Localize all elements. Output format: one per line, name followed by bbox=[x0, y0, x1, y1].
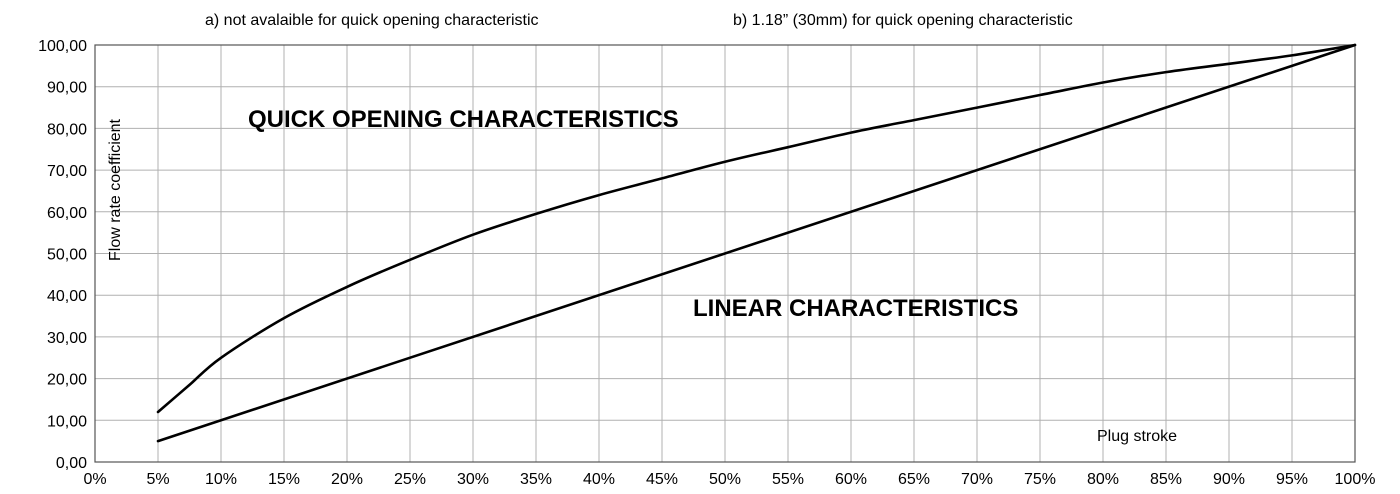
x-tick-label: 55% bbox=[772, 471, 804, 488]
y-axis-label: Flow rate coefficient bbox=[107, 119, 124, 261]
x-tick-label: 70% bbox=[961, 471, 993, 488]
series-label-linear: LINEAR CHARACTERISTICS bbox=[693, 295, 1019, 322]
x-tick-label: 95% bbox=[1276, 471, 1308, 488]
series-lines bbox=[156, 43, 1357, 443]
series-label-quick-opening: QUICK OPENING CHARACTERISTICS bbox=[248, 106, 679, 133]
y-tick-label: 80,00 bbox=[47, 121, 87, 138]
x-tick-label: 90% bbox=[1213, 471, 1245, 488]
x-tick-label: 80% bbox=[1087, 471, 1119, 488]
x-tick-label: 45% bbox=[646, 471, 678, 488]
y-tick-label: 10,00 bbox=[47, 413, 87, 430]
x-tick-label: 75% bbox=[1024, 471, 1056, 488]
x-tick-label: 85% bbox=[1150, 471, 1182, 488]
x-tick-label: 60% bbox=[835, 471, 867, 488]
x-tick-label: 20% bbox=[331, 471, 363, 488]
grid bbox=[95, 45, 1355, 462]
y-tick-label: 50,00 bbox=[47, 247, 87, 264]
plot-frame bbox=[94, 44, 1356, 463]
x-tick-label: 50% bbox=[709, 471, 741, 488]
quick-opening-curve bbox=[156, 43, 1357, 414]
x-tick-label: 35% bbox=[520, 471, 552, 488]
x-axis-label: Plug stroke bbox=[1097, 428, 1178, 445]
y-tick-label: 90,00 bbox=[47, 80, 87, 97]
x-tick-label: 65% bbox=[898, 471, 930, 488]
y-tick-label: 20,00 bbox=[47, 372, 87, 389]
x-tick-label: 25% bbox=[394, 471, 426, 488]
x-tick-label: 40% bbox=[583, 471, 615, 488]
y-tick-labels: 0,00 10,00 20,00 30,00 40,00 50,00 60,00 70,00 8… bbox=[38, 38, 87, 472]
x-tick-label: 0% bbox=[83, 471, 106, 488]
y-tick-label: 100,00 bbox=[38, 38, 87, 55]
x-tick-label: 15% bbox=[268, 471, 300, 488]
x-tick-labels: 0% 5% 10% 15% 20% 25% 30% 35% 40% 45% 50% 55% 60% 65%… bbox=[83, 471, 1375, 488]
plot-area-border bbox=[94, 44, 1356, 463]
y-tick-label: 60,00 bbox=[47, 205, 87, 222]
note-b: b) 1.18” (30mm) for quick opening charac… bbox=[733, 12, 1073, 29]
x-tick-label: 100% bbox=[1335, 471, 1376, 488]
y-tick-label: 30,00 bbox=[47, 330, 87, 347]
y-tick-label: 40,00 bbox=[47, 288, 87, 305]
y-tick-label: 0,00 bbox=[56, 455, 87, 472]
linear-line bbox=[156, 43, 1357, 443]
x-tick-label: 10% bbox=[205, 471, 237, 488]
x-tick-label: 5% bbox=[146, 471, 169, 488]
x-tick-label: 30% bbox=[457, 471, 489, 488]
note-a: a) not avalaible for quick opening chara… bbox=[205, 12, 539, 29]
y-tick-label: 70,00 bbox=[47, 163, 87, 180]
